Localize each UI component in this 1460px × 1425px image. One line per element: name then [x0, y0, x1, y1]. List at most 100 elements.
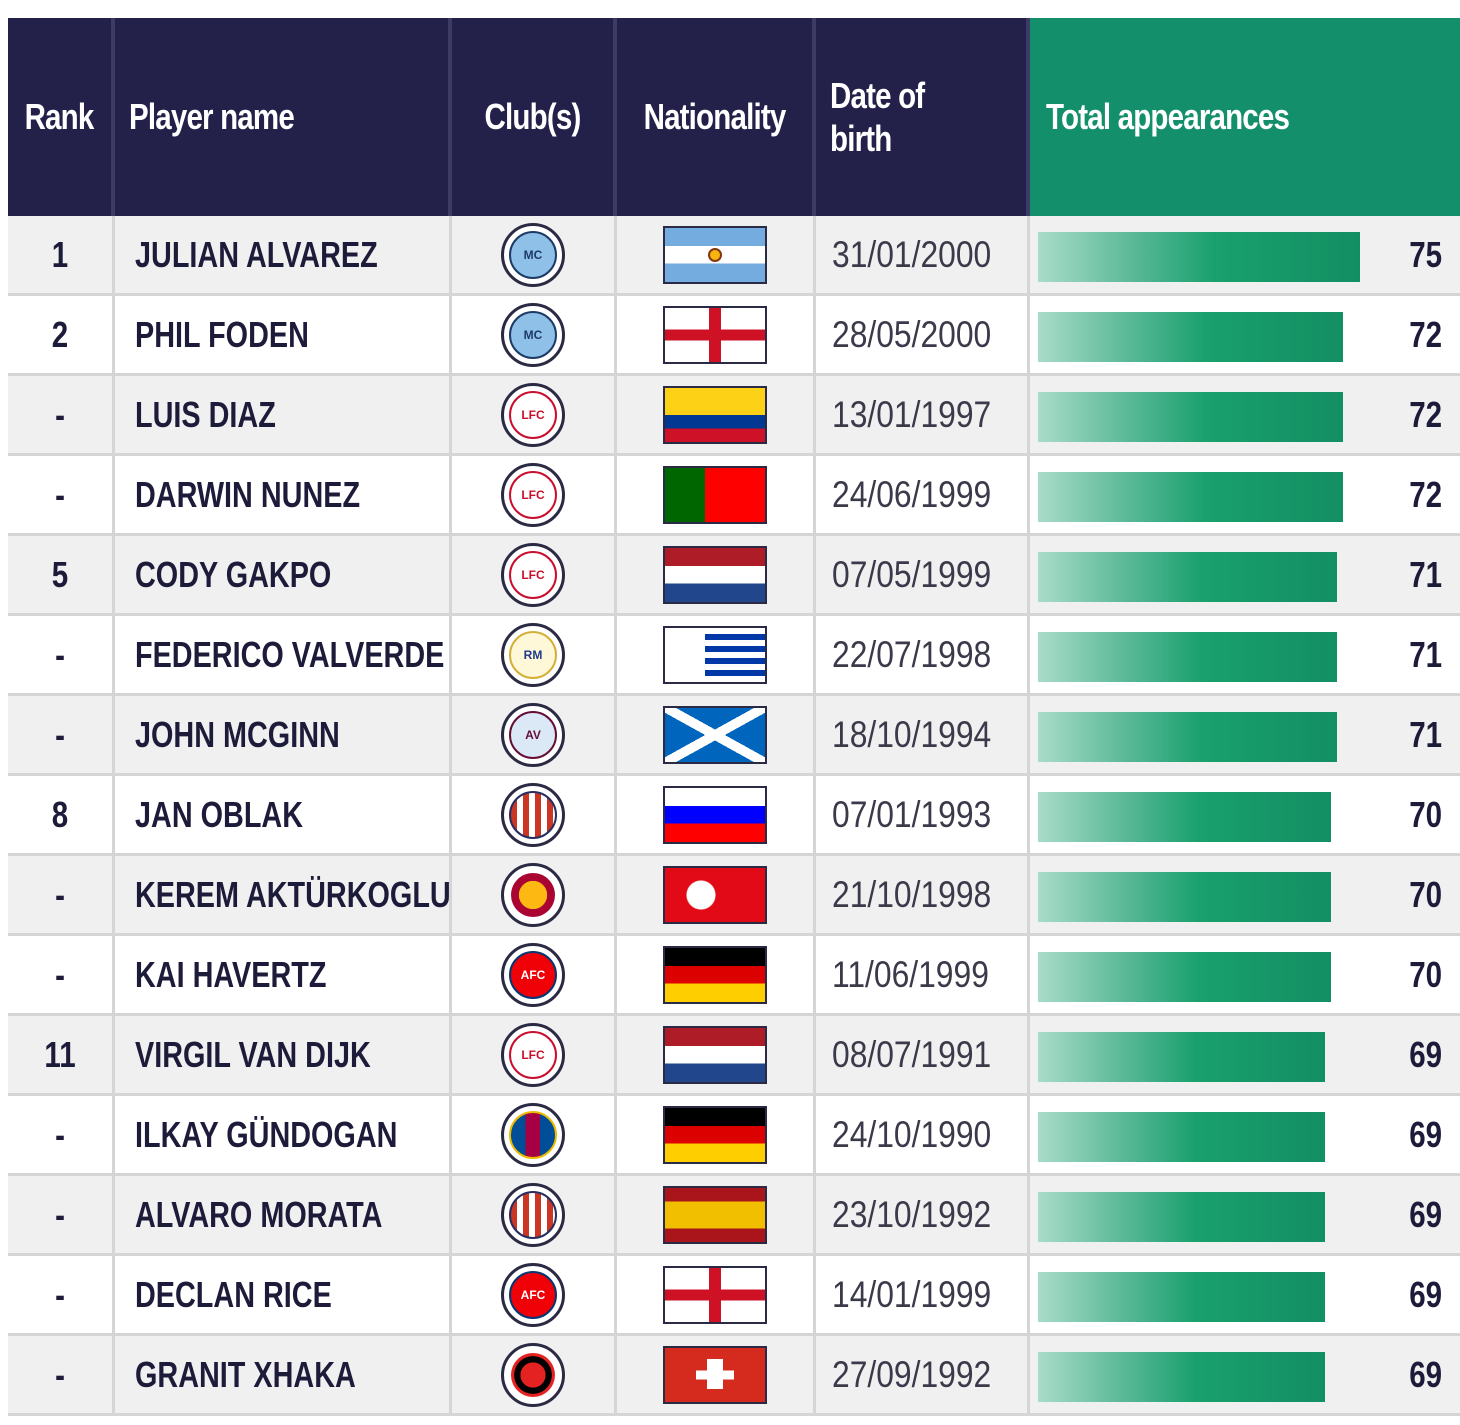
club-cell: AFC: [452, 936, 617, 1016]
appearances-cell: 71: [1030, 696, 1460, 776]
netherlands-flag-icon: [663, 545, 767, 604]
appearances-value: 71: [1409, 633, 1442, 675]
player-name-cell: FEDERICO VALVERDE: [115, 616, 452, 696]
appearances-value: 71: [1409, 553, 1442, 595]
player-name-cell: JOHN MCGINN: [115, 696, 452, 776]
player-name-cell: JAN OBLAK: [115, 776, 452, 856]
appearances-bar-track: [1038, 1352, 1398, 1402]
appearances-cell: 71: [1030, 536, 1460, 616]
appearances-bar: [1038, 552, 1337, 602]
aston-villa-crest-icon: AV: [501, 702, 565, 767]
rank-cell: -: [8, 1176, 115, 1256]
appearances-bar: [1038, 792, 1331, 842]
player-name-cell: PHIL FODEN: [115, 296, 452, 376]
nationality-cell: [617, 376, 816, 456]
date-of-birth-cell: 21/10/1998: [816, 856, 1030, 936]
rank-cell: 2: [8, 296, 115, 376]
player-name-cell: DARWIN NUNEZ: [115, 456, 452, 536]
nationality-cell: [617, 536, 816, 616]
player-name-cell: ILKAY GÜNDOGAN: [115, 1096, 452, 1176]
atletico-madrid-crest-icon: [501, 1182, 565, 1247]
appearances-value: 70: [1409, 953, 1442, 995]
nationality-cell: [617, 696, 816, 776]
header-player-name: Player name: [115, 18, 452, 216]
appearances-bar: [1038, 952, 1331, 1002]
appearances-cell: 75: [1030, 216, 1460, 296]
uruguay-flag-icon: [663, 625, 767, 684]
appearances-cell: 70: [1030, 856, 1460, 936]
appearances-bar-track: [1038, 312, 1398, 362]
date-of-birth-cell: 24/10/1990: [816, 1096, 1030, 1176]
appearances-cell: 72: [1030, 376, 1460, 456]
spain-flag-icon: [663, 1185, 767, 1244]
club-cell: [452, 1096, 617, 1176]
date-of-birth-cell: 14/01/1999: [816, 1256, 1030, 1336]
nationality-cell: [617, 456, 816, 536]
nationality-cell: [617, 216, 816, 296]
rank-cell: -: [8, 856, 115, 936]
appearances-bar: [1038, 1272, 1325, 1322]
appearances-bar-track: [1038, 952, 1398, 1002]
appearances-value: 70: [1409, 873, 1442, 915]
player-name-cell: GRANIT XHAKA: [115, 1336, 452, 1416]
appearances-value: 72: [1409, 393, 1442, 435]
appearances-value: 69: [1409, 1273, 1442, 1315]
nationality-cell: [617, 296, 816, 376]
date-of-birth-cell: 11/06/1999: [816, 936, 1030, 1016]
man-city-crest-icon: MC: [501, 222, 565, 287]
player-name-cell: JULIAN ALVAREZ: [115, 216, 452, 296]
header-nationality: Nationality: [617, 18, 816, 216]
liverpool-crest-icon: LFC: [501, 1022, 565, 1087]
appearances-cell: 72: [1030, 296, 1460, 376]
player-name-cell: DECLAN RICE: [115, 1256, 452, 1336]
portugal-flag-icon: [663, 465, 767, 524]
appearances-bar-track: [1038, 712, 1398, 762]
player-name-cell: CODY GAKPO: [115, 536, 452, 616]
liverpool-crest-icon: LFC: [501, 542, 565, 607]
real-madrid-crest-icon: RM: [501, 622, 565, 687]
nationality-cell: [617, 1256, 816, 1336]
rank-cell: -: [8, 696, 115, 776]
club-cell: AFC: [452, 1256, 617, 1336]
nationality-cell: [617, 856, 816, 936]
date-of-birth-cell: 07/05/1999: [816, 536, 1030, 616]
appearances-value: 69: [1409, 1113, 1442, 1155]
appearances-value: 72: [1409, 473, 1442, 515]
player-name-cell: KEREM AKTÜRKOGLU: [115, 856, 452, 936]
appearances-cell: 69: [1030, 1176, 1460, 1256]
colombia-flag-icon: [663, 385, 767, 444]
appearances-bar: [1038, 392, 1343, 442]
slovenia-flag-icon: [663, 785, 767, 844]
club-cell: LFC: [452, 536, 617, 616]
appearances-bar-track: [1038, 1272, 1398, 1322]
arsenal-crest-icon: AFC: [501, 1262, 565, 1327]
date-of-birth-cell: 31/01/2000: [816, 216, 1030, 296]
rank-cell: 1: [8, 216, 115, 296]
nationality-cell: [617, 616, 816, 696]
man-city-crest-icon: MC: [501, 302, 565, 367]
netherlands-flag-icon: [663, 1025, 767, 1084]
appearances-bar: [1038, 872, 1331, 922]
club-cell: MC: [452, 216, 617, 296]
rank-cell: -: [8, 1096, 115, 1176]
appearances-bar-track: [1038, 392, 1398, 442]
club-cell: [452, 1176, 617, 1256]
date-of-birth-cell: 24/06/1999: [816, 456, 1030, 536]
appearances-cell: 72: [1030, 456, 1460, 536]
rank-cell: -: [8, 1256, 115, 1336]
liverpool-crest-icon: LFC: [501, 382, 565, 447]
appearances-bar-track: [1038, 1032, 1398, 1082]
appearances-bar: [1038, 312, 1343, 362]
appearances-bar-track: [1038, 872, 1398, 922]
atletico-madrid-crest-icon: [501, 782, 565, 847]
germany-flag-icon: [663, 1105, 767, 1164]
appearances-bar: [1038, 232, 1360, 282]
club-cell: [452, 776, 617, 856]
appearances-cell: 70: [1030, 936, 1460, 1016]
nationality-cell: [617, 1016, 816, 1096]
liverpool-crest-icon: LFC: [501, 462, 565, 527]
club-cell: AV: [452, 696, 617, 776]
sun-of-may-icon: [708, 247, 722, 262]
club-cell: [452, 856, 617, 936]
appearances-bar-track: [1038, 632, 1398, 682]
